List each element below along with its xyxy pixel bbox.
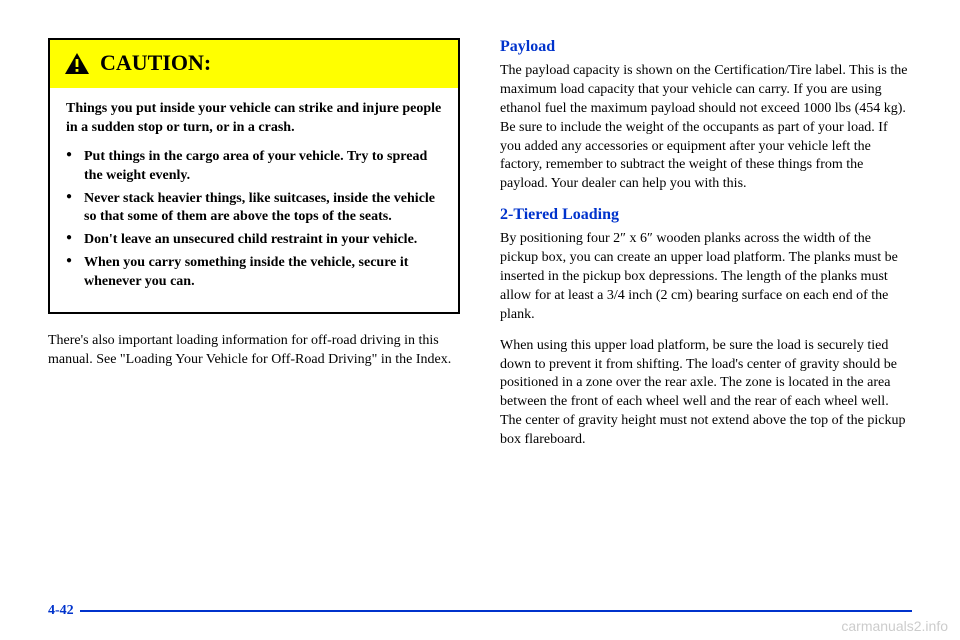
left-column: CAUTION: Things you put inside your vehi… [48,38,460,462]
caution-body: Things you put inside your vehicle can s… [50,88,458,312]
page-number: 4-42 [48,603,80,619]
tiered-heading: 2-Tiered Loading [500,206,912,224]
tiered-p1: By positioning four 2″ x 6″ wooden plank… [500,230,912,324]
caution-bullet: When you carry something inside the vehi… [66,254,442,292]
left-paragraph: There's also important loading informati… [48,332,460,370]
warning-triangle-icon [64,52,90,75]
page-content: CAUTION: Things you put inside your vehi… [0,0,960,462]
caution-intro: Things you put inside your vehicle can s… [66,100,442,138]
payload-text: The payload capacity is shown on the Cer… [500,62,912,194]
caution-bullet: Don't leave an unsecured child restraint… [66,231,442,250]
watermark: carmanuals2.info [841,618,948,634]
caution-bullet: Never stack heavier things, like suitcas… [66,190,442,228]
caution-header: CAUTION: [50,40,458,88]
payload-heading: Payload [500,38,912,56]
caution-box: CAUTION: Things you put inside your vehi… [48,38,460,314]
caution-list: Put things in the cargo area of your veh… [66,148,442,292]
caution-bullet: Put things in the cargo area of your veh… [66,148,442,186]
page-footer-rule: 4-42 [48,610,912,612]
tiered-p2: When using this upper load platform, be … [500,337,912,450]
right-column: Payload The payload capacity is shown on… [500,38,912,462]
caution-title: CAUTION: [100,50,211,76]
